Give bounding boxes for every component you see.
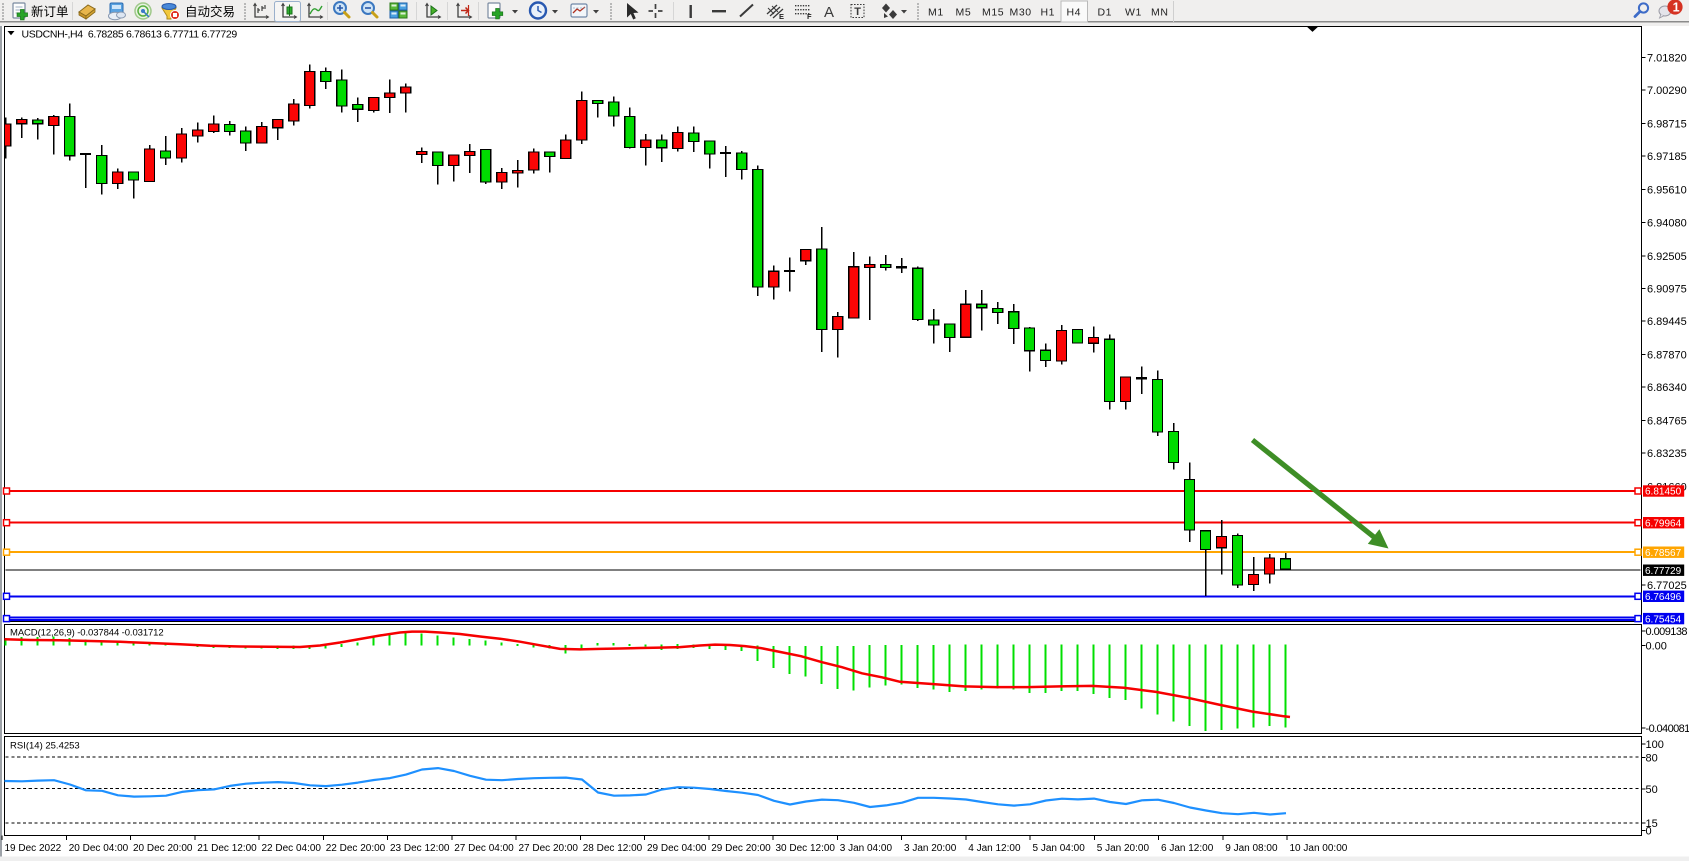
svg-text:RSI(14) 25.4253: RSI(14) 25.4253 <box>10 741 80 752</box>
svg-text:28 Dec 12:00: 28 Dec 12:00 <box>583 843 643 854</box>
svg-text:A: A <box>824 4 834 21</box>
svg-text:H1: H1 <box>1041 7 1056 19</box>
svg-text:22 Dec 20:00: 22 Dec 20:00 <box>326 843 386 854</box>
svg-text:6.77729: 6.77729 <box>1645 566 1682 577</box>
svg-text:M1: M1 <box>928 7 944 19</box>
svg-text:MACD(12,26,9) -0.037844 -0.031: MACD(12,26,9) -0.037844 -0.031712 <box>10 628 164 639</box>
svg-text:E: E <box>779 12 784 21</box>
svg-text:29 Dec 04:00: 29 Dec 04:00 <box>647 843 707 854</box>
svg-text:27 Dec 20:00: 27 Dec 20:00 <box>519 843 579 854</box>
svg-text:-0.040081: -0.040081 <box>1646 723 1689 735</box>
svg-text:6.84765: 6.84765 <box>1647 416 1687 428</box>
svg-text:6.87870: 6.87870 <box>1647 349 1687 361</box>
svg-text:22 Dec 04:00: 22 Dec 04:00 <box>262 843 322 854</box>
svg-text:6.76496: 6.76496 <box>1645 592 1682 603</box>
svg-text:80: 80 <box>1646 752 1658 764</box>
svg-text:F: F <box>807 12 812 21</box>
svg-text:6.92505: 6.92505 <box>1647 251 1687 263</box>
svg-text:M5: M5 <box>956 7 972 19</box>
svg-text:6.98715: 6.98715 <box>1647 119 1687 131</box>
svg-text:21 Dec 12:00: 21 Dec 12:00 <box>197 843 257 854</box>
svg-text:29 Dec 20:00: 29 Dec 20:00 <box>711 843 771 854</box>
svg-text:100: 100 <box>1646 739 1664 751</box>
svg-text:6.97185: 6.97185 <box>1647 151 1687 163</box>
svg-text:10 Jan 00:00: 10 Jan 00:00 <box>1290 843 1348 854</box>
svg-text:3 Jan 04:00: 3 Jan 04:00 <box>840 843 893 854</box>
svg-text:6.89445: 6.89445 <box>1647 316 1687 328</box>
svg-text:6.86340: 6.86340 <box>1647 382 1687 394</box>
svg-text:6.81450: 6.81450 <box>1645 487 1682 498</box>
svg-text:W1: W1 <box>1125 7 1142 19</box>
svg-text:6.95610: 6.95610 <box>1647 185 1687 197</box>
svg-text:27 Dec 04:00: 27 Dec 04:00 <box>454 843 514 854</box>
svg-text:19 Dec 2022: 19 Dec 2022 <box>5 843 62 854</box>
svg-text:6.94080: 6.94080 <box>1647 217 1687 229</box>
svg-text:T: T <box>854 6 861 18</box>
svg-text:自动交易: 自动交易 <box>185 4 235 19</box>
svg-text:H4: H4 <box>1067 7 1082 19</box>
svg-text:0.00: 0.00 <box>1646 640 1667 652</box>
svg-text:5 Jan 20:00: 5 Jan 20:00 <box>1097 843 1150 854</box>
svg-text:4 Jan 12:00: 4 Jan 12:00 <box>968 843 1021 854</box>
svg-text:6 Jan 12:00: 6 Jan 12:00 <box>1161 843 1214 854</box>
svg-text:6.75454: 6.75454 <box>1645 614 1682 625</box>
svg-text:M30: M30 <box>1010 7 1032 19</box>
svg-text:50: 50 <box>1646 784 1658 796</box>
svg-text:0: 0 <box>1646 825 1652 837</box>
svg-text:23 Dec 12:00: 23 Dec 12:00 <box>390 843 450 854</box>
svg-text:30 Dec 12:00: 30 Dec 12:00 <box>776 843 836 854</box>
svg-text:6.90975: 6.90975 <box>1647 283 1687 295</box>
svg-text:新订单: 新订单 <box>31 4 69 19</box>
svg-text:6.79964: 6.79964 <box>1645 518 1682 529</box>
svg-text:7.01820: 7.01820 <box>1647 53 1687 65</box>
svg-text:6.77025: 6.77025 <box>1647 580 1687 592</box>
svg-text:1: 1 <box>1673 0 1680 14</box>
svg-text:0.009138: 0.009138 <box>1646 626 1688 638</box>
svg-text:5 Jan 04:00: 5 Jan 04:00 <box>1033 843 1086 854</box>
svg-text:20 Dec 04:00: 20 Dec 04:00 <box>69 843 129 854</box>
svg-text:D1: D1 <box>1098 7 1113 19</box>
svg-text:6.78567: 6.78567 <box>1645 548 1682 559</box>
svg-text:6.83235: 6.83235 <box>1647 448 1687 460</box>
svg-text:9 Jan 08:00: 9 Jan 08:00 <box>1225 843 1278 854</box>
svg-text:7.00290: 7.00290 <box>1647 85 1687 97</box>
svg-text:3 Jan 20:00: 3 Jan 20:00 <box>904 843 957 854</box>
svg-text:MN: MN <box>1151 7 1169 19</box>
svg-text:20 Dec 20:00: 20 Dec 20:00 <box>133 843 193 854</box>
svg-text:M15: M15 <box>982 7 1004 19</box>
